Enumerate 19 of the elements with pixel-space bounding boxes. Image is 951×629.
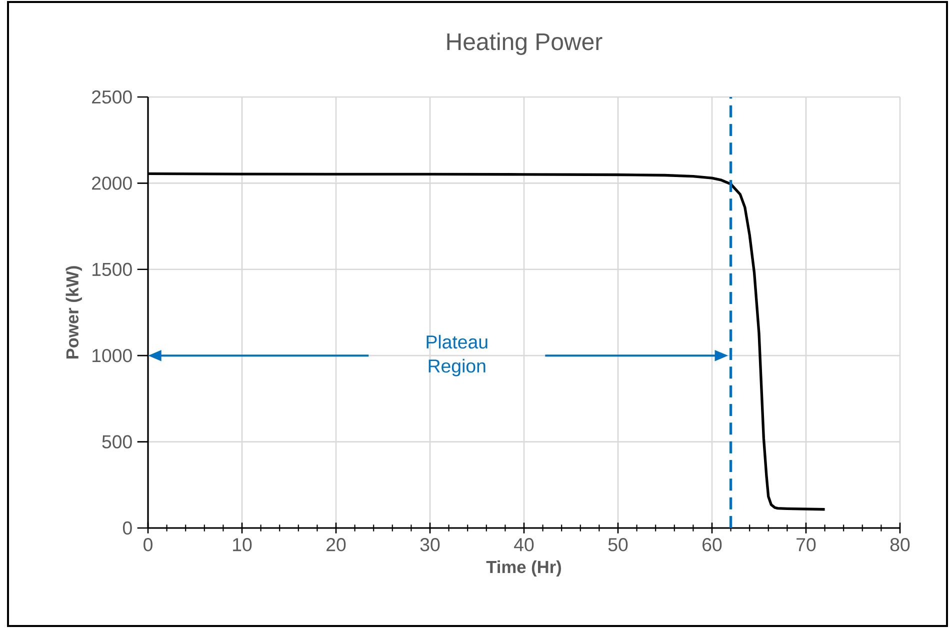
x-tick-label: 60 [702,538,722,552]
y-tick-label: 2500 [92,90,132,104]
annotation: Plateau Region [426,334,488,376]
y-tick-label: 1500 [92,262,132,276]
y-tick-label: 500 [102,435,132,448]
x-tick-label: 30 [420,538,440,552]
chart-title: Heating Power [447,32,602,55]
x-tick-label: 70 [796,538,816,552]
x-tick-label: 10 [233,538,252,552]
x-tick-label: 40 [514,538,534,552]
y-tick-label: 0 [122,521,132,535]
x-tick-label: 50 [608,538,628,552]
x-axis-title: Time (Hr) [486,560,561,577]
x-tick-label: 20 [326,538,346,552]
x-tick-label: 80 [890,538,910,552]
y-tick-label: 2000 [92,176,132,190]
y-axis-title: Power (kW) [66,266,82,359]
y-tick-label: 1000 [92,348,132,362]
x-tick-label: 0 [144,538,152,552]
